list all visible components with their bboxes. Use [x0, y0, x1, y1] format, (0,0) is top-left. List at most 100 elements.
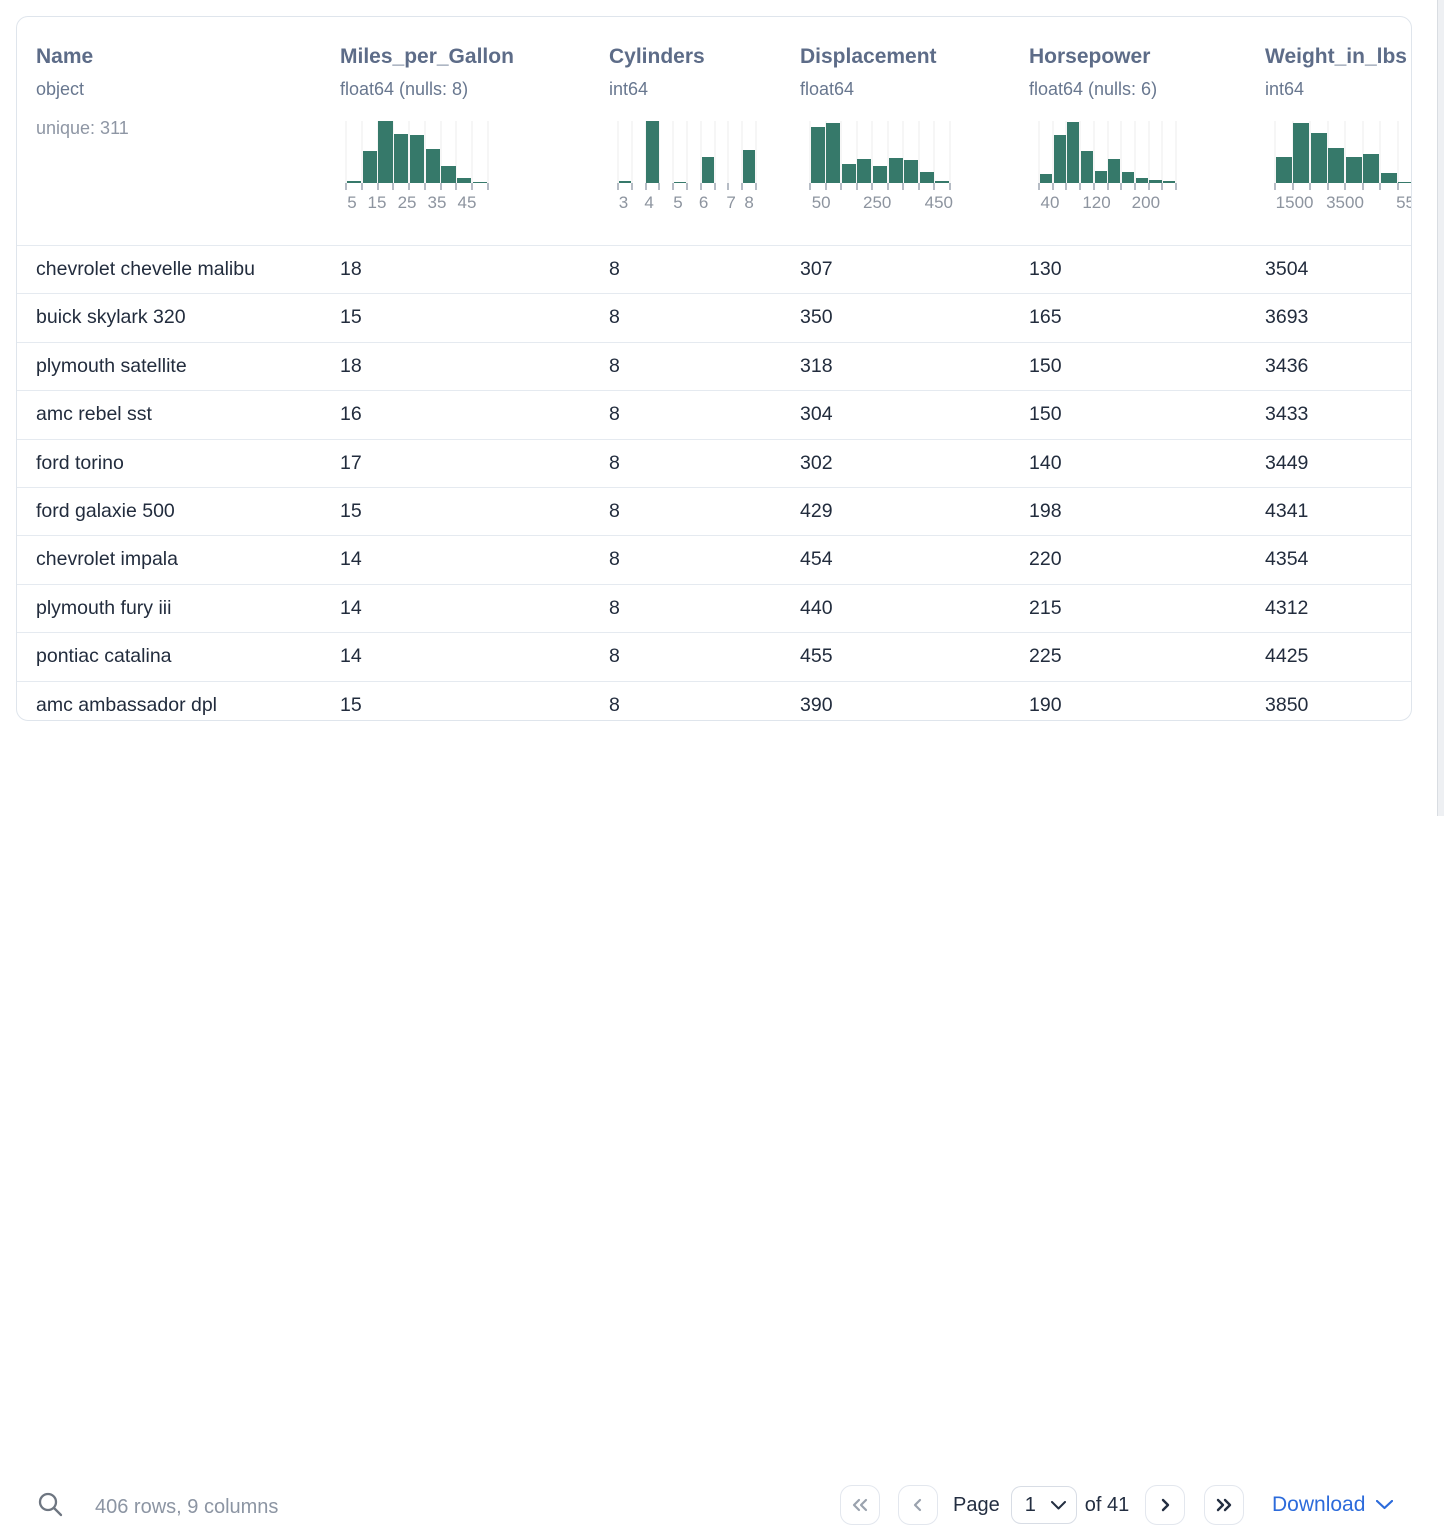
histogram-gridline	[933, 121, 935, 183]
axis-tick	[423, 183, 426, 190]
axis-tick	[871, 183, 874, 190]
axis-tick	[1120, 183, 1123, 190]
axis-tick	[1274, 183, 1276, 190]
table-cell: 17	[340, 451, 362, 474]
axis-tick	[630, 183, 633, 190]
table-row: ford torino 17 8 302 140 3449	[17, 438, 1411, 487]
histogram-bar	[1398, 181, 1411, 183]
axis-tick	[1361, 183, 1364, 190]
axis-tick	[824, 183, 827, 190]
axis-tick	[933, 183, 936, 190]
axis-tick	[809, 183, 811, 190]
table-cell: 225	[1029, 645, 1062, 668]
table-cell: 190	[1029, 693, 1062, 716]
table-cell: 455	[800, 645, 833, 668]
axis-tick	[1038, 183, 1040, 190]
histogram-gridline	[377, 121, 379, 183]
last-page-button[interactable]	[1204, 1485, 1245, 1525]
histogram-gridline	[1362, 121, 1363, 183]
histogram-bar	[826, 122, 841, 183]
table-header: Name object unique: 311 Miles_per_Gallon flo…	[17, 17, 1411, 245]
axis-tick-label: 5	[347, 193, 357, 212]
axis-tick	[1309, 183, 1311, 190]
histogram-bar	[441, 166, 456, 183]
table-cell: amc rebel sst	[36, 403, 152, 426]
search-icon[interactable]	[37, 1491, 64, 1518]
table-cell: 14	[340, 596, 362, 619]
axis-tick	[455, 183, 458, 190]
histogram-bar	[873, 166, 888, 183]
table-cell: 150	[1029, 403, 1062, 426]
column-histogram: 1500 3500 5500	[1274, 121, 1411, 217]
page-select[interactable]: 1	[1010, 1486, 1077, 1524]
histogram-bar	[1310, 133, 1327, 183]
column-dtype: float64 (nulls: 8)	[340, 79, 469, 99]
column-dtype: int64	[609, 79, 649, 99]
histogram-bar	[394, 134, 409, 183]
axis-tick-label: 8	[744, 193, 754, 212]
table-cell: 15	[340, 306, 362, 329]
histogram-bar	[857, 159, 872, 183]
histogram-gridline	[825, 121, 827, 183]
axis-tick	[408, 183, 411, 190]
first-page-button[interactable]	[840, 1485, 880, 1525]
prev-page-button[interactable]	[898, 1485, 938, 1525]
axis-tick-label: 3	[618, 193, 629, 212]
axis-tick	[1133, 183, 1136, 190]
table-cell: 18	[340, 258, 362, 280]
axis-tick	[439, 183, 442, 190]
histogram-gridline	[1327, 121, 1328, 183]
axis-tick-label: 120	[1082, 193, 1111, 212]
column-title: Name	[36, 45, 94, 68]
histogram-gridline	[672, 121, 674, 183]
axis-tick-label: 200	[1131, 193, 1161, 212]
histogram-bar	[919, 172, 934, 183]
histogram-bars	[1275, 121, 1411, 183]
table-cell: 8	[609, 499, 620, 522]
table-cell: 8	[609, 354, 620, 377]
histogram-gridline	[949, 121, 951, 183]
histogram-gridline	[887, 121, 889, 183]
page-select-value: 1	[1024, 1493, 1036, 1516]
axis-tick	[376, 183, 379, 190]
histogram-gridline	[1148, 121, 1150, 183]
axis-tick	[471, 183, 474, 190]
row-column-count: 406 rows, 9 columns	[95, 1496, 279, 1518]
histogram-gridline	[1120, 121, 1122, 183]
histogram-bar	[841, 164, 856, 183]
table-row: plymouth satellite 18 8 318 150 3436	[17, 341, 1411, 390]
axis-tick	[1147, 183, 1150, 190]
histogram-bar	[673, 181, 687, 183]
axis-tick	[699, 183, 702, 190]
histogram-bar	[1380, 173, 1397, 183]
table-row: amc ambassador dpl 15 8 390 190 3850	[17, 680, 1411, 720]
histogram-gridline	[1397, 121, 1398, 183]
axis-tick	[644, 183, 647, 190]
axis-tick	[617, 183, 619, 190]
histogram-gridline	[755, 121, 757, 183]
table-cell: 3433	[1265, 403, 1309, 426]
histogram-gridline	[440, 121, 442, 183]
axis-tick	[487, 183, 489, 190]
histogram-bar	[618, 181, 631, 183]
table-footer: 406 rows, 9 columns Page 1 of 41	[0, 740, 1444, 1525]
axis-tick	[1175, 183, 1177, 190]
column-title: Displacement	[800, 45, 937, 68]
download-button[interactable]: Download	[1272, 1485, 1394, 1525]
next-page-button[interactable]	[1145, 1485, 1186, 1525]
axis-tick-label: 4	[644, 193, 654, 212]
axis-tick	[392, 183, 395, 190]
histogram-gridline	[809, 121, 811, 183]
table-cell: pontiac catalina	[36, 645, 172, 668]
histogram-gridline	[408, 121, 410, 183]
table-cell: 130	[1029, 258, 1062, 280]
table-cell: 8	[609, 451, 620, 474]
table-cell: 390	[800, 693, 833, 716]
histogram-bar	[1080, 151, 1094, 183]
column-title: Miles_per_Gallon	[340, 45, 514, 68]
table-cell: 18	[340, 354, 362, 377]
histogram-gridline	[714, 121, 716, 183]
chevron-down-icon	[1050, 1500, 1066, 1509]
histogram-bar	[888, 157, 903, 183]
